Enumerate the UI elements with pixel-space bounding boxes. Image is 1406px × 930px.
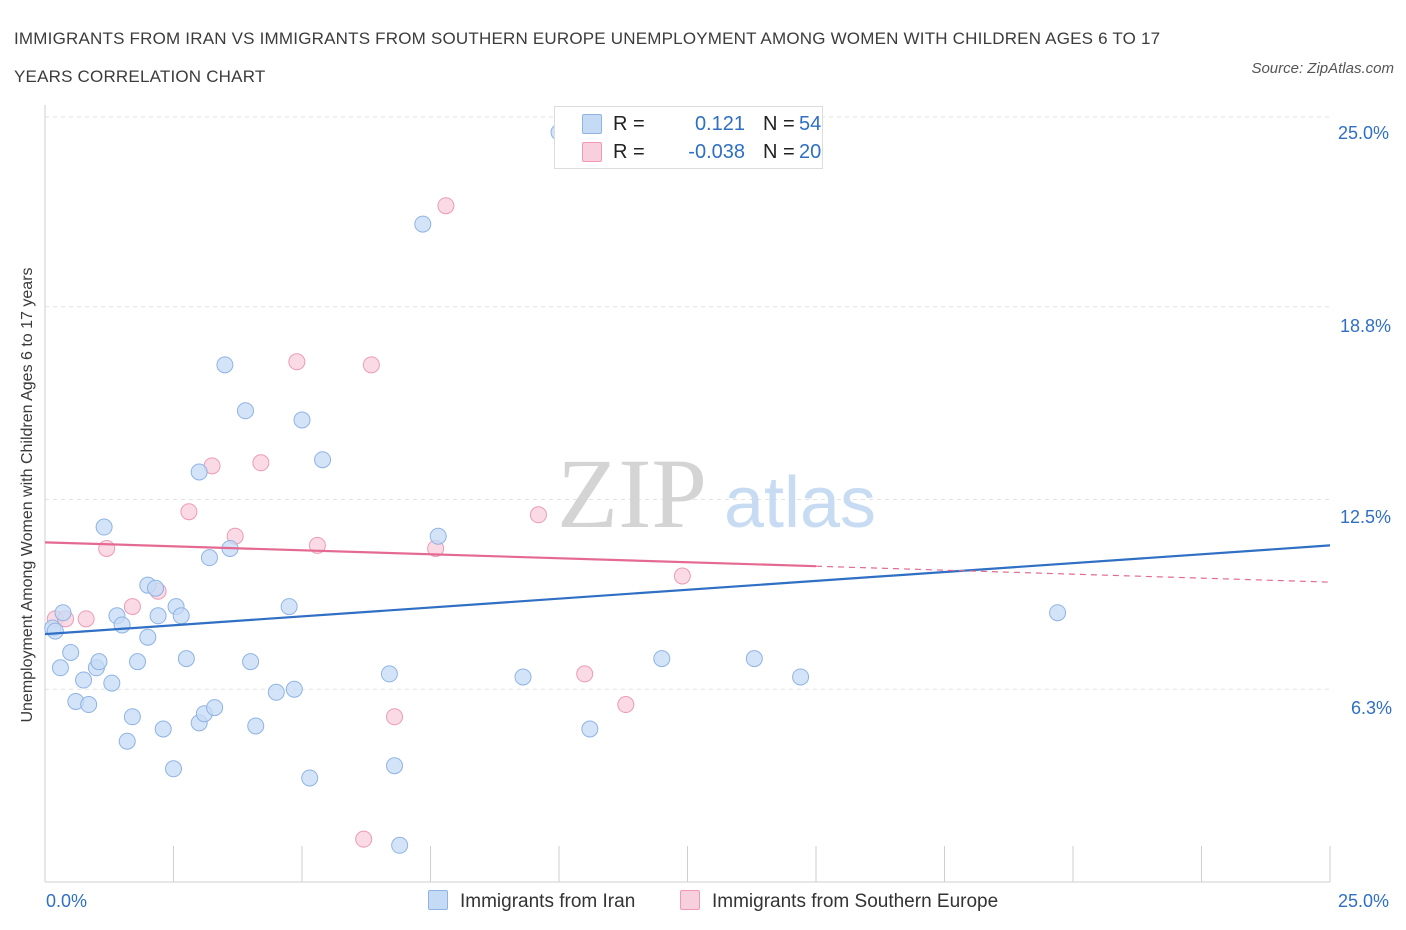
data-point-iran <box>216 356 234 374</box>
watermark-zip: ZIP <box>557 438 707 549</box>
data-point-southern-europe <box>77 610 95 628</box>
data-point-iran <box>285 680 303 698</box>
data-point-iran <box>247 717 265 735</box>
data-point-southern-europe <box>576 665 594 683</box>
data-point-iran <box>236 402 254 420</box>
data-point-iran <box>314 451 332 469</box>
data-point-iran <box>177 650 195 668</box>
bottom-legend-swatch-southern-europe <box>680 890 700 910</box>
data-point-iran <box>745 650 763 668</box>
data-point-iran <box>391 836 409 854</box>
data-point-iran <box>190 463 208 481</box>
bottom-legend-iran: Immigrants from Iran <box>428 888 635 916</box>
legend-n-value: 20 <box>799 141 822 163</box>
trend-line-southern-europe-extension <box>815 565 1331 583</box>
y-tick-label-18-8: 18.8% <box>1340 316 1392 336</box>
correlation-legend: R = 0.121 N = 54 R = -0.038 N = 20 <box>554 106 823 169</box>
data-point-iran <box>95 518 113 536</box>
data-point-iran <box>118 732 136 750</box>
data-point-iran <box>165 760 182 778</box>
data-point-iran <box>149 607 167 625</box>
bottom-legend-southern-europe: Immigrants from Southern Europe <box>680 888 998 916</box>
data-point-southern-europe <box>529 506 547 524</box>
data-point-iran <box>301 769 319 787</box>
grid-lines <box>45 116 1330 690</box>
legend-n-label: N = <box>763 141 795 163</box>
trend-line-iran <box>44 544 1331 636</box>
data-point-iran <box>80 696 98 714</box>
data-point-southern-europe <box>673 567 691 585</box>
data-point-iran <box>172 607 190 625</box>
legend-swatch-iran <box>582 114 602 134</box>
bottom-legend-label-southern-europe: Immigrants from Southern Europe <box>712 891 999 912</box>
data-point-iran <box>414 215 432 233</box>
y-tick-label-6-3: 6.3% <box>1351 698 1393 718</box>
data-point-iran <box>242 653 260 671</box>
data-point-iran <box>792 668 810 686</box>
watermark-atlas: atlas <box>724 463 876 543</box>
data-point-iran <box>103 674 121 692</box>
y-tick-label-12-5: 12.5% <box>1340 507 1392 527</box>
bottom-legend-label-iran: Immigrants from Iran <box>460 891 636 912</box>
data-point-iran <box>200 549 218 567</box>
x-tick-label-min: 0.0% <box>46 891 88 911</box>
legend-r-label: R = <box>613 141 645 163</box>
data-point-iran <box>380 665 398 683</box>
data-point-southern-europe <box>98 539 116 557</box>
data-point-iran <box>51 659 69 677</box>
data-point-southern-europe <box>288 353 306 371</box>
data-point-iran <box>581 720 599 738</box>
watermark: ZIP atlas <box>557 438 876 549</box>
data-point-southern-europe <box>180 503 198 521</box>
data-point-southern-europe <box>123 598 141 616</box>
trend-line-southern-europe <box>44 541 817 568</box>
series-iran <box>44 123 1067 854</box>
data-point-iran <box>429 527 447 545</box>
x-tick-label-max: 25.0% <box>1338 891 1390 911</box>
data-point-iran <box>147 579 165 597</box>
data-point-iran <box>90 653 108 671</box>
data-point-iran <box>54 604 72 622</box>
data-point-southern-europe <box>617 696 635 714</box>
legend-r-value: -0.038 <box>688 141 745 163</box>
data-point-southern-europe <box>362 356 380 374</box>
legend-r-value: 0.121 <box>694 113 745 135</box>
axes <box>44 105 1331 883</box>
data-point-iran <box>113 616 131 634</box>
data-point-iran <box>267 683 285 701</box>
data-point-iran <box>514 668 532 686</box>
data-point-iran <box>280 598 298 616</box>
trend-lines <box>44 541 1331 636</box>
data-point-iran <box>1049 604 1067 622</box>
data-point-southern-europe <box>355 830 373 848</box>
data-point-iran <box>206 699 224 717</box>
source-label: Source: ZipAtlas.com <box>1251 60 1394 77</box>
data-point-iran <box>75 671 93 689</box>
data-point-iran <box>123 708 141 726</box>
data-point-iran <box>139 628 157 646</box>
data-point-southern-europe <box>437 197 455 215</box>
data-point-southern-europe <box>386 708 404 726</box>
legend-swatch-southern-europe <box>582 142 602 162</box>
chart-title: IMMIGRANTS FROM IRAN VS IMMIGRANTS FROM … <box>14 29 1161 86</box>
bottom-legend-swatch-iran <box>428 890 448 910</box>
data-point-iran <box>129 653 147 671</box>
data-point-iran <box>46 622 64 640</box>
data-point-southern-europe <box>252 454 270 472</box>
y-tick-label-25: 25.0% <box>1338 123 1390 143</box>
data-point-iran <box>154 720 172 738</box>
legend-r-label: R = <box>613 113 645 135</box>
data-point-iran <box>386 757 404 775</box>
data-point-iran <box>653 650 671 668</box>
data-point-southern-europe <box>308 536 326 554</box>
legend-n-value: 54 <box>799 113 822 135</box>
data-point-iran <box>293 411 311 429</box>
data-point-iran <box>62 644 80 661</box>
legend-n-label: N = <box>763 113 795 135</box>
